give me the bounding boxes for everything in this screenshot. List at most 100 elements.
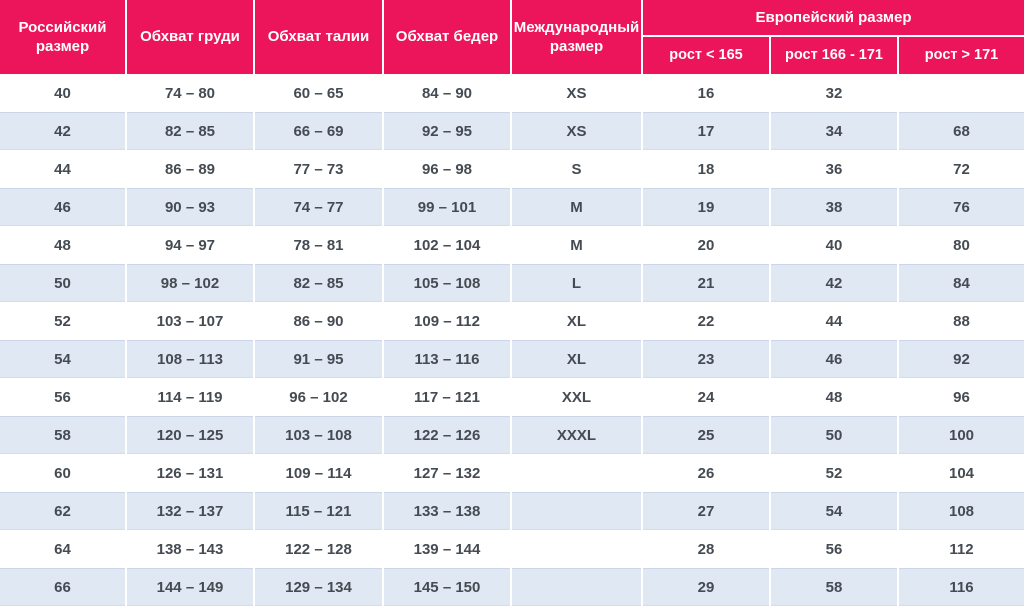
cell-waist: 82 – 85 bbox=[255, 264, 382, 302]
cell-international-size: XS bbox=[512, 74, 641, 112]
cell-hips: 145 – 150 bbox=[384, 568, 510, 606]
cell-eu-height-lt-165: 21 bbox=[643, 264, 769, 302]
cell-russian-size: 58 bbox=[0, 416, 125, 454]
table-row: 60 126 – 131 109 – 114 127 – 132 26 52 1… bbox=[0, 454, 1024, 492]
cell-eu-height-gt-171: 116 bbox=[899, 568, 1024, 606]
cell-hips: 127 – 132 bbox=[384, 454, 510, 492]
table-row: 64 138 – 143 122 – 128 139 – 144 28 56 1… bbox=[0, 530, 1024, 568]
cell-international-size: L bbox=[512, 264, 641, 302]
cell-chest: 126 – 131 bbox=[127, 454, 253, 492]
cell-eu-height-gt-171: 68 bbox=[899, 112, 1024, 150]
cell-russian-size: 42 bbox=[0, 112, 125, 150]
table-header: Российский размер Обхват груди Обхват та… bbox=[0, 0, 1024, 74]
cell-eu-height-gt-171: 80 bbox=[899, 226, 1024, 264]
cell-chest: 86 – 89 bbox=[127, 150, 253, 188]
header-international-size: Международный размер bbox=[512, 0, 641, 74]
header-chest: Обхват груди bbox=[127, 0, 253, 74]
header-height-166-171: рост 166 - 171 bbox=[771, 37, 897, 74]
cell-russian-size: 66 bbox=[0, 568, 125, 606]
cell-chest: 138 – 143 bbox=[127, 530, 253, 568]
cell-eu-height-gt-171: 76 bbox=[899, 188, 1024, 226]
cell-eu-height-166-171: 42 bbox=[771, 264, 897, 302]
header-height-gt-171: рост > 171 bbox=[899, 37, 1024, 74]
cell-russian-size: 48 bbox=[0, 226, 125, 264]
cell-eu-height-lt-165: 29 bbox=[643, 568, 769, 606]
cell-chest: 82 – 85 bbox=[127, 112, 253, 150]
cell-russian-size: 44 bbox=[0, 150, 125, 188]
cell-eu-height-gt-171: 72 bbox=[899, 150, 1024, 188]
cell-russian-size: 54 bbox=[0, 340, 125, 378]
cell-eu-height-lt-165: 22 bbox=[643, 302, 769, 340]
table-row: 62 132 – 137 115 – 121 133 – 138 27 54 1… bbox=[0, 492, 1024, 530]
table-row: 48 94 – 97 78 – 81 102 – 104 M 20 40 80 bbox=[0, 226, 1024, 264]
cell-waist: 129 – 134 bbox=[255, 568, 382, 606]
cell-eu-height-166-171: 44 bbox=[771, 302, 897, 340]
cell-waist: 91 – 95 bbox=[255, 340, 382, 378]
cell-hips: 133 – 138 bbox=[384, 492, 510, 530]
cell-waist: 122 – 128 bbox=[255, 530, 382, 568]
cell-eu-height-lt-165: 19 bbox=[643, 188, 769, 226]
cell-international-size bbox=[512, 568, 641, 606]
cell-chest: 132 – 137 bbox=[127, 492, 253, 530]
cell-waist: 109 – 114 bbox=[255, 454, 382, 492]
cell-russian-size: 52 bbox=[0, 302, 125, 340]
cell-international-size bbox=[512, 530, 641, 568]
cell-eu-height-166-171: 50 bbox=[771, 416, 897, 454]
cell-russian-size: 62 bbox=[0, 492, 125, 530]
cell-eu-height-166-171: 40 bbox=[771, 226, 897, 264]
cell-chest: 74 – 80 bbox=[127, 74, 253, 112]
cell-waist: 115 – 121 bbox=[255, 492, 382, 530]
table-row: 52 103 – 107 86 – 90 109 – 112 XL 22 44 … bbox=[0, 302, 1024, 340]
cell-hips: 102 – 104 bbox=[384, 226, 510, 264]
cell-international-size bbox=[512, 492, 641, 530]
cell-hips: 96 – 98 bbox=[384, 150, 510, 188]
cell-hips: 99 – 101 bbox=[384, 188, 510, 226]
cell-international-size: XXXL bbox=[512, 416, 641, 454]
table-row: 58 120 – 125 103 – 108 122 – 126 XXXL 25… bbox=[0, 416, 1024, 454]
cell-russian-size: 60 bbox=[0, 454, 125, 492]
table-row: 42 82 – 85 66 – 69 92 – 95 XS 17 34 68 bbox=[0, 112, 1024, 150]
header-european-size-group: Европейский размер bbox=[643, 0, 1024, 35]
cell-eu-height-gt-171: 104 bbox=[899, 454, 1024, 492]
cell-chest: 103 – 107 bbox=[127, 302, 253, 340]
cell-chest: 114 – 119 bbox=[127, 378, 253, 416]
cell-eu-height-166-171: 56 bbox=[771, 530, 897, 568]
cell-eu-height-166-171: 36 bbox=[771, 150, 897, 188]
cell-russian-size: 64 bbox=[0, 530, 125, 568]
table-row: 40 74 – 80 60 – 65 84 – 90 XS 16 32 bbox=[0, 74, 1024, 112]
cell-international-size: M bbox=[512, 226, 641, 264]
cell-international-size: XXL bbox=[512, 378, 641, 416]
header-hips: Обхват бедер bbox=[384, 0, 510, 74]
cell-hips: 92 – 95 bbox=[384, 112, 510, 150]
cell-eu-height-lt-165: 28 bbox=[643, 530, 769, 568]
cell-waist: 77 – 73 bbox=[255, 150, 382, 188]
header-height-lt-165: рост < 165 bbox=[643, 37, 769, 74]
cell-international-size: XL bbox=[512, 340, 641, 378]
cell-chest: 98 – 102 bbox=[127, 264, 253, 302]
cell-waist: 60 – 65 bbox=[255, 74, 382, 112]
cell-eu-height-gt-171: 92 bbox=[899, 340, 1024, 378]
header-russian-size: Российский размер bbox=[0, 0, 125, 74]
cell-eu-height-lt-165: 16 bbox=[643, 74, 769, 112]
cell-waist: 103 – 108 bbox=[255, 416, 382, 454]
cell-hips: 117 – 121 bbox=[384, 378, 510, 416]
cell-hips: 84 – 90 bbox=[384, 74, 510, 112]
cell-russian-size: 40 bbox=[0, 74, 125, 112]
cell-chest: 108 – 113 bbox=[127, 340, 253, 378]
cell-eu-height-166-171: 48 bbox=[771, 378, 897, 416]
table-row: 46 90 – 93 74 – 77 99 – 101 M 19 38 76 bbox=[0, 188, 1024, 226]
cell-eu-height-lt-165: 24 bbox=[643, 378, 769, 416]
cell-russian-size: 56 bbox=[0, 378, 125, 416]
cell-international-size: S bbox=[512, 150, 641, 188]
cell-eu-height-gt-171: 112 bbox=[899, 530, 1024, 568]
cell-russian-size: 46 bbox=[0, 188, 125, 226]
cell-eu-height-166-171: 54 bbox=[771, 492, 897, 530]
cell-eu-height-166-171: 32 bbox=[771, 74, 897, 112]
cell-hips: 109 – 112 bbox=[384, 302, 510, 340]
cell-international-size: XS bbox=[512, 112, 641, 150]
cell-waist: 96 – 102 bbox=[255, 378, 382, 416]
cell-eu-height-lt-165: 20 bbox=[643, 226, 769, 264]
cell-chest: 94 – 97 bbox=[127, 226, 253, 264]
table-row: 56 114 – 119 96 – 102 117 – 121 XXL 24 4… bbox=[0, 378, 1024, 416]
